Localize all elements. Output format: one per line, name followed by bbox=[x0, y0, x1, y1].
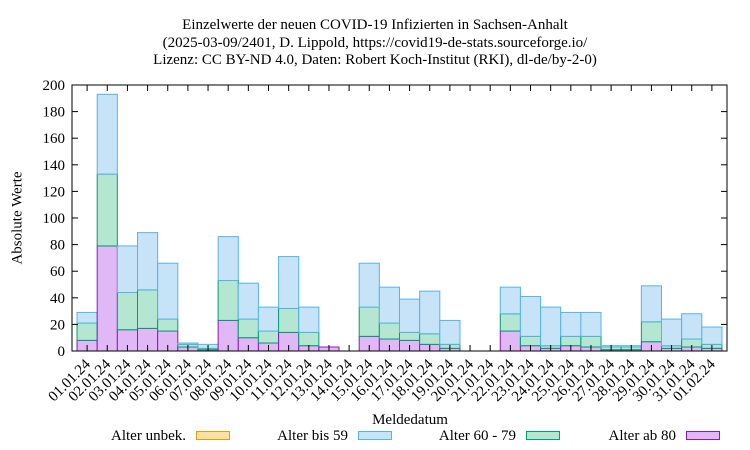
bar-alter-60-79-04.01.24 bbox=[137, 289, 159, 329]
bar-alter-bis-59-25.01.24 bbox=[560, 311, 582, 337]
bar-alter-60-79-03.01.24 bbox=[116, 291, 138, 331]
bar-alter-bis-59-24.01.24 bbox=[540, 306, 562, 347]
legend-swatch-under-60 bbox=[358, 431, 392, 440]
y-tick-label-20: 20 bbox=[50, 317, 65, 333]
bar-alter-60-79-15.01.24 bbox=[358, 306, 380, 337]
chart-title-line-3: Lizenz: CC BY-ND 4.0, Daten: Robert Koch… bbox=[153, 52, 597, 68]
y-tick-label-100: 100 bbox=[43, 211, 66, 227]
bar-alter-bis-59-01.02.24 bbox=[701, 326, 723, 345]
chart-title-line-1: Einzelwerte der neuen COVID-19 Infiziert… bbox=[182, 17, 568, 33]
chart-title-line-2: (2025-03-09/2401, D. Lippold, https://co… bbox=[162, 35, 588, 51]
bar-alter-60-79-05.01.24 bbox=[157, 318, 179, 332]
bar-alter-bis-59-05.01.24 bbox=[157, 262, 179, 320]
legend-item-80-plus: Alter ab 80 bbox=[580, 428, 720, 446]
y-tick-label-160: 160 bbox=[43, 131, 66, 147]
bar-alter-bis-59-26.01.24 bbox=[580, 311, 602, 337]
y-tick-label-120: 120 bbox=[43, 184, 66, 200]
y-tick-label-40: 40 bbox=[50, 291, 65, 307]
legend-label-80-plus: Alter ab 80 bbox=[608, 428, 676, 444]
legend-label-under-60: Alter bis 59 bbox=[277, 428, 348, 444]
legend-swatch-unknown bbox=[196, 431, 230, 440]
bar-alter-bis-59-02.01.24 bbox=[96, 93, 118, 175]
bar-alter-60-79-11.01.24 bbox=[278, 307, 300, 333]
legend-swatch-80-plus bbox=[686, 431, 720, 440]
y-tick-label-60: 60 bbox=[50, 264, 65, 280]
y-axis-label: Absolute Werte bbox=[9, 171, 26, 265]
legend-item-under-60: Alter bis 59 bbox=[250, 428, 392, 446]
bar-alter-bis-59-03.01.24 bbox=[116, 245, 138, 293]
legend-swatch-60-79 bbox=[526, 431, 560, 440]
bar-alter-60-79-22.01.24 bbox=[499, 313, 521, 332]
bar-alter-bis-59-01.01.24 bbox=[76, 311, 98, 324]
y-tick-label-200: 200 bbox=[43, 78, 66, 94]
y-tick-label-80: 80 bbox=[50, 238, 65, 254]
bar-alter-bis-59-06.01.24 bbox=[177, 342, 199, 345]
legend-item-unknown: Alter unbek. bbox=[80, 428, 230, 446]
legend-item-60-79: Alter 60 - 79 bbox=[410, 428, 560, 446]
bar-alter-60-79-01.01.24 bbox=[76, 322, 98, 341]
bar-alter-60-79-25.01.24 bbox=[560, 335, 582, 347]
bar-alter-60-79-16.01.24 bbox=[378, 322, 401, 340]
y-tick-label-180: 180 bbox=[43, 105, 66, 121]
bar-alter-bis-59-09.01.24 bbox=[237, 282, 259, 320]
legend-label-unknown: Alter unbek. bbox=[111, 428, 186, 444]
bar-alter-60-79-08.01.24 bbox=[217, 280, 239, 321]
bar-alter-bis-59-04.01.24 bbox=[137, 232, 159, 291]
x-axis-label: Meldedatum bbox=[372, 412, 448, 428]
bar-alter-60-79-02.01.24 bbox=[96, 173, 118, 247]
y-tick-label-0: 0 bbox=[58, 344, 66, 360]
legend-label-60-79: Alter 60 - 79 bbox=[438, 428, 516, 444]
bar-alter-bis-59-18.01.24 bbox=[419, 290, 441, 335]
bar-alter-bis-59-17.01.24 bbox=[399, 298, 421, 333]
bar-alter-60-79-23.01.24 bbox=[519, 335, 542, 347]
bar-alter-bis-59-23.01.24 bbox=[519, 295, 542, 337]
bar-alter-bis-59-15.01.24 bbox=[358, 262, 380, 308]
bar-alter-bis-59-16.01.24 bbox=[378, 286, 401, 324]
bar-alter-ab-80-02.01.24 bbox=[96, 245, 118, 352]
bar-alter-bis-59-19.01.24 bbox=[439, 319, 461, 345]
bar-alter-bis-59-22.01.24 bbox=[499, 286, 521, 315]
bar-alter-60-79-12.01.24 bbox=[298, 331, 320, 347]
bar-alter-60-79-29.01.24 bbox=[640, 321, 662, 343]
bar-alter-bis-59-12.01.24 bbox=[298, 306, 320, 333]
bar-alter-60-79-18.01.24 bbox=[419, 333, 441, 345]
bar-alter-bis-59-31.01.24 bbox=[681, 313, 703, 340]
bar-alter-60-79-17.01.24 bbox=[399, 331, 421, 341]
bar-alter-bis-59-08.01.24 bbox=[217, 236, 239, 282]
bar-alter-bis-59-10.01.24 bbox=[257, 306, 280, 332]
bar-alter-bis-59-30.01.24 bbox=[661, 318, 683, 347]
y-tick-label-140: 140 bbox=[43, 158, 66, 174]
bar-alter-60-79-10.01.24 bbox=[257, 330, 280, 344]
bar-alter-60-79-09.01.24 bbox=[237, 318, 259, 339]
bar-alter-bis-59-29.01.24 bbox=[640, 285, 662, 323]
bar-alter-bis-59-11.01.24 bbox=[278, 256, 300, 309]
